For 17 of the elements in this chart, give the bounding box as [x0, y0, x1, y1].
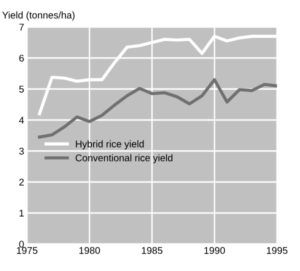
line-series	[38, 78, 277, 139]
y-tick-label: 1	[20, 210, 24, 217]
y-tick-label: 0	[19, 240, 24, 248]
y-tick-label: 3	[19, 148, 24, 155]
x-tick-label: 1975	[16, 247, 38, 254]
y-tick-label: 4	[19, 116, 24, 124]
x-tick-label: 1990	[204, 247, 225, 254]
y-tick-label: 6	[19, 54, 24, 62]
legend-label: Hybrid rice yield	[76, 140, 144, 150]
legend-label: Conventional rice yield	[76, 154, 172, 164]
x-tick-label: 1980	[79, 247, 100, 254]
y-tick-label: 7	[19, 24, 24, 31]
x-tick-label: 1995	[266, 247, 288, 254]
x-tick-label: 1985	[142, 247, 162, 254]
y-tick-label: 5	[19, 86, 24, 93]
y-axis-title: Yield (tonnes/ha)	[2, 11, 75, 20]
y-tick-label: 2	[19, 178, 24, 186]
